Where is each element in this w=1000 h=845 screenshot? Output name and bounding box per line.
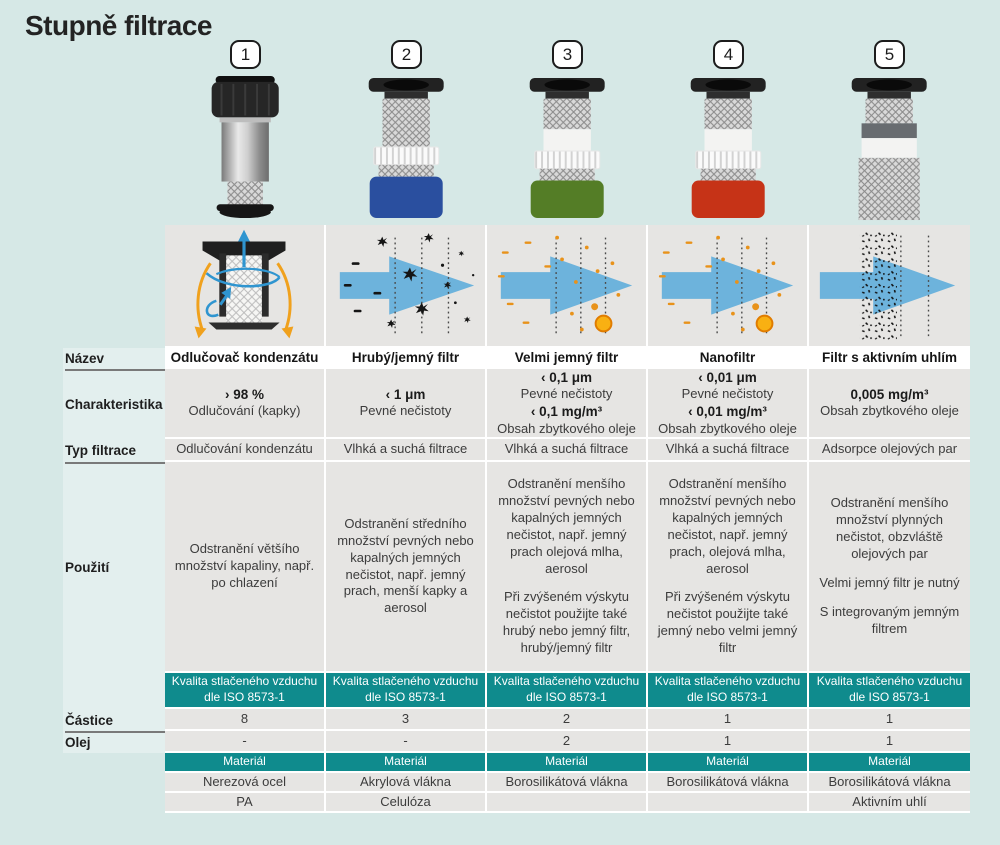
row-label-pouziti: Použití — [0, 462, 165, 673]
material-cell-2b: Celulóza — [326, 793, 487, 813]
stage-badge-1: 1 — [230, 40, 261, 69]
filtration-type-cell-3: Vlhká a suchá filtrace — [487, 439, 648, 462]
gutter-underline — [65, 462, 165, 464]
particles-value-cell-3: 2 — [487, 709, 648, 731]
particles-value-cell-2: 3 — [326, 709, 487, 731]
filtration-type-cell-5: Adsorpce olejových par — [809, 439, 970, 462]
filtration-type-cell-2: Vlhká a suchá filtrace — [326, 439, 487, 462]
gutter-iso-row — [0, 673, 165, 709]
iso-header-cell-2: Kvalita stlačeného vzduchu dle ISO 8573-… — [326, 673, 487, 709]
stage-badge-2: 2 — [391, 40, 422, 69]
diagram-cell-2 — [326, 225, 487, 348]
material-cell-4a: Borosilikátová vlákna — [648, 773, 809, 793]
name-cell-3: Velmi jemný filtr — [487, 348, 648, 369]
name-cell-5: Filtr s aktivním uhlím — [809, 348, 970, 369]
material-cell-5b: Aktivním uhlí — [809, 793, 970, 813]
fine-particles-arrow-diagram — [497, 235, 633, 335]
filter-photo-nanofilter — [691, 77, 766, 219]
usage-cell-5: Odstranění menšího množství plynných neč… — [809, 462, 970, 673]
characteristic-cell-2: ‹ 1 μm Pevné nečistoty — [326, 369, 487, 439]
row-label-castice: Částice — [0, 709, 165, 733]
filter-photos-row: 1 2 3 — [0, 40, 970, 222]
gutter-material2-row — [0, 793, 165, 813]
oil-value-cell-1: - — [165, 731, 326, 753]
row-label-typ-filtrace: Typ filtrace — [0, 439, 165, 464]
gutter-material1-row — [0, 773, 165, 793]
filter-column-4: 4 — [648, 40, 809, 222]
material-header-cell-2: Materiál — [326, 753, 487, 773]
iso-header-cell-5: Kvalita stlačeného vzduchu dle ISO 8573-… — [809, 673, 970, 709]
stage-badge-3: 3 — [552, 40, 583, 69]
filter-column-5: 5 — [809, 40, 970, 222]
characteristic-cell-5: 0,005 mg/m³ Obsah zbytkového oleje — [809, 369, 970, 439]
page-title: Stupně filtrace — [25, 10, 212, 41]
gutter-material-header-row — [0, 753, 165, 773]
row-label-charakteristika: Charakteristika — [0, 369, 165, 439]
gutter-underline — [65, 369, 165, 371]
iso-header-cell-1: Kvalita stlačeného vzduchu dle ISO 8573-… — [165, 673, 326, 709]
filter-photo-coarse-fine — [369, 77, 444, 219]
diagram-cell-3 — [487, 225, 648, 348]
material-header-cell-4: Materiál — [648, 753, 809, 773]
filter-column-2: 2 — [326, 40, 487, 222]
gutter-underline — [65, 731, 165, 733]
filtration-type-cell-1: Odlučování kondenzátu — [165, 439, 326, 462]
material-header-cell-1: Materiál — [165, 753, 326, 773]
material-cell-4b — [648, 793, 809, 813]
name-cell-2: Hrubý/jemný filtr — [326, 348, 487, 369]
carbon-adsorption-arrow-diagram — [819, 231, 956, 341]
oil-value-cell-4: 1 — [648, 731, 809, 753]
row-label-olej: Olej — [0, 731, 165, 753]
filtration-table: Název Odlučovač kondenzátu Hrubý/jemný f… — [0, 225, 970, 813]
filter-column-3: 3 — [487, 40, 648, 222]
cyclone-separator-diagram — [194, 229, 294, 339]
material-cell-2a: Akrylová vlákna — [326, 773, 487, 793]
material-cell-3b — [487, 793, 648, 813]
oil-value-cell-5: 1 — [809, 731, 970, 753]
nano-particles-arrow-diagram — [658, 235, 794, 335]
filter-photo-activated-carbon — [852, 77, 927, 221]
particles-value-cell-4: 1 — [648, 709, 809, 731]
material-header-cell-5: Materiál — [809, 753, 970, 773]
material-cell-3a: Borosilikátová vlákna — [487, 773, 648, 793]
stage-badge-4: 4 — [713, 40, 744, 69]
usage-cell-1: Odstranění většího množství kapaliny, na… — [165, 462, 326, 673]
filter-column-1: 1 — [165, 40, 326, 222]
material-header-cell-3: Materiál — [487, 753, 648, 773]
characteristic-cell-3: ‹ 0,1 μm Pevné nečistoty ‹ 0,1 mg/m³ Obs… — [487, 369, 648, 439]
filter-photo-condensate-separator — [211, 75, 280, 219]
row-label-nazev: Název — [0, 348, 165, 371]
characteristic-cell-4: ‹ 0,01 μm Pevné nečistoty ‹ 0,01 mg/m³ O… — [648, 369, 809, 439]
material-cell-5a: Borosilikátová vlákna — [809, 773, 970, 793]
usage-cell-4: Odstranění menšího množství pevných nebo… — [648, 462, 809, 673]
particles-value-cell-5: 1 — [809, 709, 970, 731]
particles-value-cell-1: 8 — [165, 709, 326, 731]
oil-value-cell-3: 2 — [487, 731, 648, 753]
filtration-type-cell-4: Vlhká a suchá filtrace — [648, 439, 809, 462]
diagram-cell-4 — [648, 225, 809, 348]
diagram-cell-5 — [809, 225, 970, 348]
diagram-cell-1 — [165, 225, 326, 348]
gutter-diagram-row — [0, 225, 165, 348]
oil-value-cell-2: - — [326, 731, 487, 753]
iso-header-cell-3: Kvalita stlačeného vzduchu dle ISO 8573-… — [487, 673, 648, 709]
filter-photo-very-fine — [530, 77, 605, 219]
name-cell-1: Odlučovač kondenzátu — [165, 348, 326, 369]
material-cell-1a: Nerezová ocel — [165, 773, 326, 793]
usage-cell-3: Odstranění menšího množství pevných nebo… — [487, 462, 648, 673]
stage-badge-5: 5 — [874, 40, 905, 69]
characteristic-cell-1: › 98 % Odlučování (kapky) — [165, 369, 326, 439]
name-cell-4: Nanofiltr — [648, 348, 809, 369]
coarse-particles-arrow-diagram — [339, 233, 475, 335]
usage-cell-2: Odstranění středního množství pevných ne… — [326, 462, 487, 673]
material-cell-1b: PA — [165, 793, 326, 813]
iso-header-cell-4: Kvalita stlačeného vzduchu dle ISO 8573-… — [648, 673, 809, 709]
